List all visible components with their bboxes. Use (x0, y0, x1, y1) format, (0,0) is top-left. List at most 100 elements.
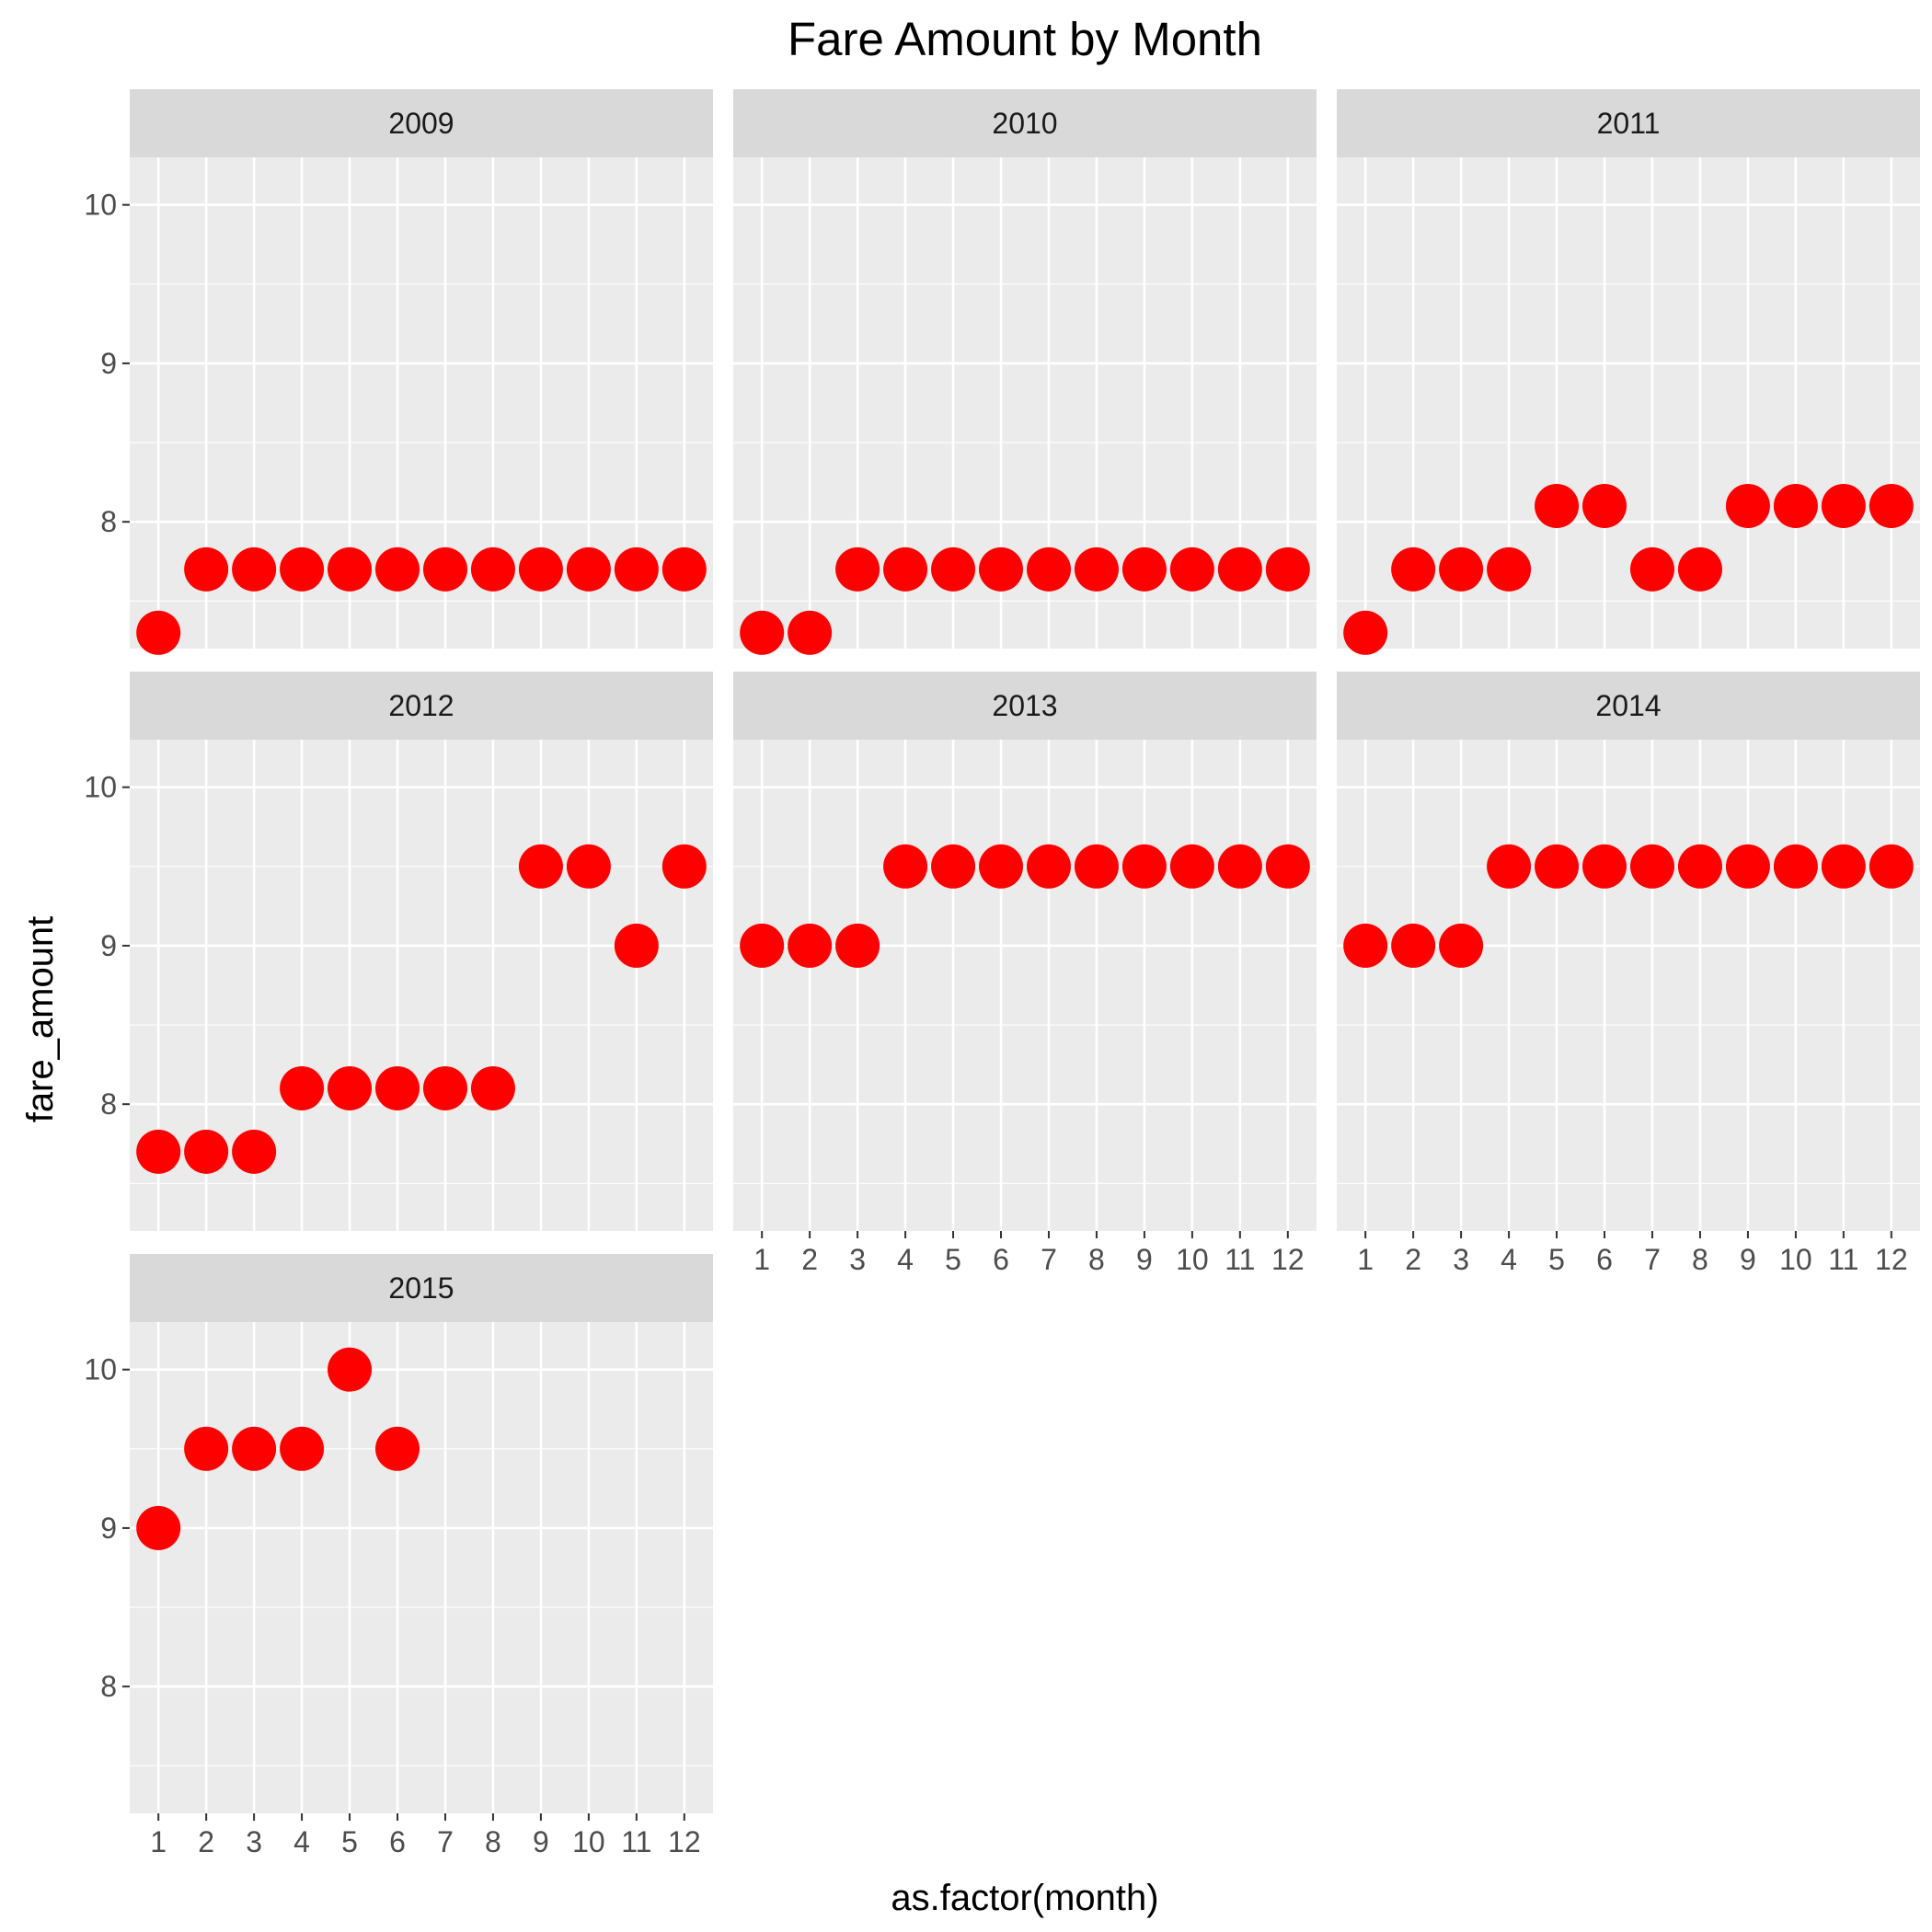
data-point (1535, 483, 1580, 528)
x-tick-label: 9 (533, 1825, 549, 1858)
facet-strip (733, 672, 1317, 740)
y-tick-label: 8 (100, 505, 117, 538)
data-point (1677, 844, 1722, 889)
data-point (232, 1129, 277, 1174)
x-tick-label: 8 (1692, 1243, 1708, 1276)
facet-strip (733, 89, 1317, 157)
panel-background (733, 740, 1317, 1231)
x-tick-label: 3 (849, 1243, 866, 1276)
data-point (184, 546, 229, 592)
x-tick-label: 9 (1740, 1243, 1756, 1276)
data-point (280, 546, 325, 592)
data-point (1439, 923, 1484, 968)
x-tick-label: 7 (1041, 1243, 1057, 1276)
data-point (1074, 844, 1119, 889)
data-point (1725, 844, 1770, 889)
data-point (1487, 844, 1532, 889)
data-point (1169, 546, 1214, 592)
y-tick-label: 9 (100, 1512, 117, 1545)
data-point (1773, 483, 1818, 528)
data-point (931, 844, 976, 889)
facet-strip (1337, 89, 1920, 157)
data-point (1217, 546, 1262, 592)
facet-2009: 2009 8 9 10 (84, 89, 713, 655)
y-axis-title: fare_amount (20, 916, 61, 1123)
facet-strip-label: 2009 (388, 107, 454, 140)
data-point (375, 1426, 420, 1471)
x-tick-label: 4 (897, 1243, 914, 1276)
facet-2012: 2012 8 9 10 (84, 672, 713, 1231)
x-tick-label: 5 (341, 1825, 358, 1858)
x-tick-label: 2 (1405, 1243, 1421, 1276)
y-tick-label: 9 (100, 347, 117, 380)
data-point (136, 1505, 181, 1550)
data-point (1582, 844, 1627, 889)
x-tick-label: 10 (572, 1825, 605, 1858)
x-tick-label: 11 (621, 1825, 651, 1858)
x-tick-label: 10 (1779, 1243, 1812, 1276)
data-point (1677, 546, 1722, 592)
data-point (1343, 923, 1388, 968)
data-point (1121, 844, 1167, 889)
x-tick-label: 6 (389, 1825, 406, 1858)
data-point (1074, 546, 1119, 592)
facet-2011: 2011 (1337, 89, 1920, 655)
x-tick-label: 3 (1453, 1243, 1469, 1276)
data-point (979, 546, 1024, 592)
data-point (661, 844, 707, 889)
data-point (1629, 844, 1674, 889)
y-tick-label: 10 (84, 189, 117, 222)
data-point (1265, 844, 1310, 889)
data-point (1265, 546, 1310, 592)
data-point (661, 546, 707, 592)
data-point (470, 546, 515, 592)
data-point (1869, 844, 1914, 889)
x-tick-label: 2 (198, 1825, 214, 1858)
data-point (518, 546, 563, 592)
data-point (1821, 483, 1866, 528)
data-point (375, 1065, 420, 1110)
x-tick-label: 6 (993, 1243, 1009, 1276)
x-tick-label: 4 (293, 1825, 310, 1858)
facet-strip-label: 2011 (1597, 107, 1661, 140)
data-point (232, 546, 277, 592)
facet-strip-label: 2010 (992, 107, 1057, 140)
x-tick-label: 1 (1357, 1243, 1374, 1276)
data-point (1725, 483, 1770, 528)
y-tick-label: 8 (100, 1670, 117, 1703)
data-point (883, 546, 928, 592)
data-point (232, 1426, 277, 1471)
x-tick-label: 8 (485, 1825, 501, 1858)
data-point (280, 1426, 325, 1471)
data-point (1391, 546, 1436, 592)
panel-background (1337, 740, 1920, 1231)
x-tick-label: 12 (1271, 1243, 1305, 1276)
x-tick-label: 12 (1875, 1243, 1908, 1276)
data-point (614, 546, 659, 592)
data-point (566, 844, 611, 889)
data-point (788, 923, 833, 968)
x-tick-label: 5 (1548, 1243, 1565, 1276)
x-tick-label: 7 (1644, 1243, 1661, 1276)
data-point (614, 923, 659, 968)
x-axis-title: as.factor(month) (891, 1878, 1158, 1918)
data-point (1869, 483, 1914, 528)
facet-strip (130, 89, 713, 157)
data-point (136, 610, 181, 655)
data-point (375, 546, 420, 592)
data-point (835, 923, 880, 968)
data-point (1439, 546, 1484, 592)
y-tick-label: 10 (84, 771, 117, 804)
x-tick-label: 1 (753, 1243, 770, 1276)
x-tick-label: 2 (801, 1243, 818, 1276)
x-tick-label: 4 (1501, 1243, 1517, 1276)
x-tick-label: 9 (1136, 1243, 1153, 1276)
data-point (979, 844, 1024, 889)
x-tick-label: 1 (150, 1825, 167, 1858)
data-point (1821, 844, 1866, 889)
data-point (883, 844, 928, 889)
